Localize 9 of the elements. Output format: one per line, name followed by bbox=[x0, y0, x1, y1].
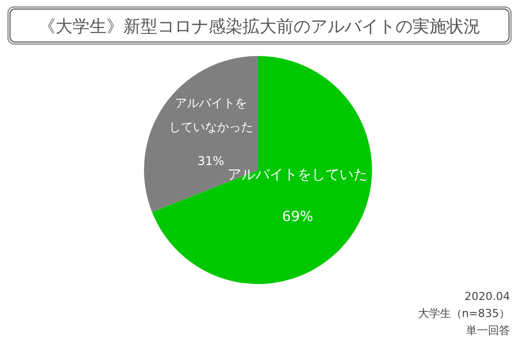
chart-title: 《大学生》新型コロナ感染拡大前のアルバイトの実施状況 bbox=[38, 17, 480, 37]
slice-label: していなかった bbox=[168, 120, 253, 134]
slice-label: アルバイトを bbox=[174, 96, 247, 110]
text: 大学生（n=835） bbox=[418, 307, 510, 320]
slice-label: アルバイトをしていた bbox=[228, 166, 368, 183]
data-label: 69% bbox=[282, 208, 314, 225]
text: 2020.04 bbox=[464, 290, 510, 303]
text: 単一回答 bbox=[466, 324, 510, 337]
data-label: 31% bbox=[198, 154, 224, 168]
